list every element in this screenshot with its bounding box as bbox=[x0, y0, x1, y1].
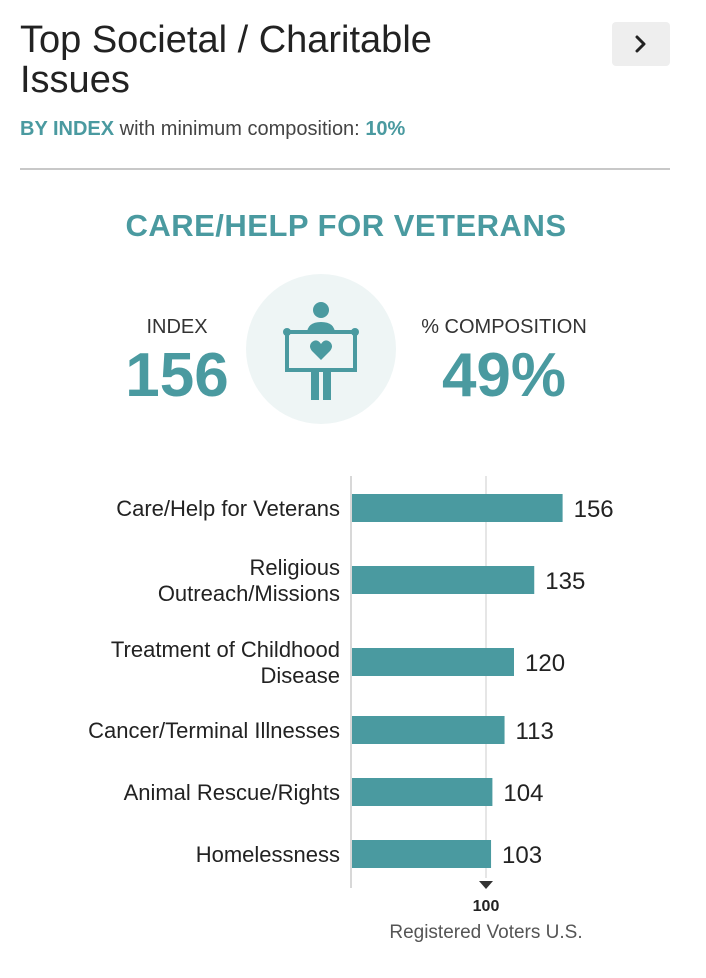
subtitle: BY INDEX with minimum composition: 10% bbox=[20, 118, 405, 141]
icon-circle bbox=[246, 274, 396, 424]
bar-value-label: 120 bbox=[525, 650, 565, 677]
subtitle-text: with minimum composition: bbox=[119, 118, 360, 140]
category-label: Treatment of Childhood bbox=[111, 637, 340, 662]
index-value: 156 bbox=[125, 341, 229, 410]
bar-value-label: 135 bbox=[545, 568, 585, 595]
composition-value: 49% bbox=[441, 341, 567, 410]
bar-value-label: 103 bbox=[502, 842, 542, 869]
index-label: INDEX bbox=[146, 316, 208, 338]
page-title-line-1: Top Societal / Charitable bbox=[20, 19, 432, 61]
composition-label: % COMPOSITION bbox=[421, 316, 587, 338]
bar-value-label: 113 bbox=[516, 718, 554, 745]
next-button[interactable] bbox=[612, 22, 670, 66]
subtitle-mode: BY INDEX bbox=[20, 118, 115, 140]
bar-chart: 156 Care/Help for Veterans 135 ReligiousOut… bbox=[88, 476, 614, 943]
axis-caption: Registered Voters U.S. bbox=[389, 922, 582, 943]
bar-value-label: 156 bbox=[574, 496, 614, 523]
category-label: Outreach/Missions bbox=[158, 581, 340, 606]
reference-value-label: 100 bbox=[473, 898, 500, 915]
bar bbox=[352, 840, 492, 868]
category-label: Animal Rescue/Rights bbox=[124, 780, 340, 805]
subtitle-min-composition: 10% bbox=[365, 118, 406, 140]
divider bbox=[20, 168, 670, 170]
category-label: Cancer/Terminal Illnesses bbox=[88, 718, 340, 743]
page-title-line-2: Issues bbox=[20, 59, 130, 101]
bar bbox=[352, 494, 563, 522]
category-label: Homelessness bbox=[196, 842, 340, 867]
category-label: Care/Help for Veterans bbox=[116, 496, 340, 521]
category-label: Disease bbox=[261, 663, 340, 688]
bar bbox=[352, 716, 505, 744]
category-label: Religious bbox=[250, 555, 341, 580]
bar bbox=[352, 566, 535, 594]
person-holding-heart-sign-icon bbox=[283, 302, 359, 400]
highlight-title: CARE/HELP FOR VETERANS bbox=[125, 208, 567, 243]
page-title: Top Societal / Charitable Issues bbox=[20, 20, 580, 100]
chevron-right-icon bbox=[635, 35, 646, 53]
bar bbox=[352, 778, 493, 806]
bar bbox=[352, 648, 514, 676]
reference-marker bbox=[479, 881, 493, 889]
bar-value-label: 104 bbox=[503, 780, 543, 807]
